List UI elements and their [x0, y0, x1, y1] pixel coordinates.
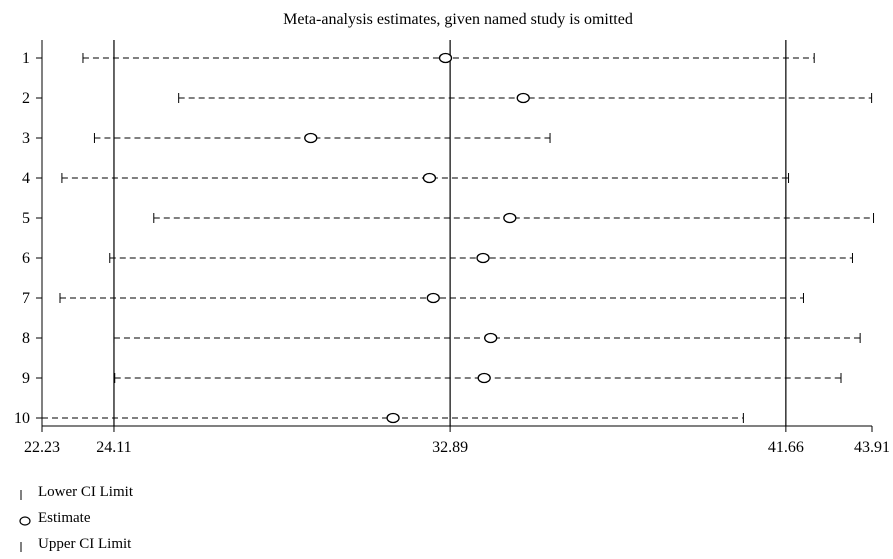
- estimate-marker: [476, 252, 490, 264]
- legend-label-estimate: Estimate: [38, 510, 91, 526]
- lower-ci-tick-icon: [20, 490, 22, 500]
- study-label: 1: [22, 50, 30, 67]
- study-label: 6: [22, 250, 30, 267]
- study-label: 2: [22, 90, 30, 107]
- estimate-marker: [426, 292, 440, 304]
- estimate-marker: [304, 132, 318, 144]
- estimate-marker: [477, 372, 491, 384]
- study-label: 3: [22, 130, 30, 147]
- estimate-marker: [422, 172, 437, 184]
- estimate-marker: [484, 332, 498, 344]
- study-label: 4: [22, 170, 30, 187]
- upper-ci-tick-icon: [20, 542, 22, 552]
- estimate-marker: [438, 52, 453, 64]
- study-label: 10: [14, 410, 30, 427]
- x-tick-label: 43.91: [854, 439, 890, 456]
- study-label: 8: [22, 330, 30, 347]
- x-tick-label: 22.23: [24, 439, 60, 456]
- estimate-circle-icon: [19, 516, 31, 526]
- study-label: 5: [22, 210, 30, 227]
- legend-label-upper: Upper CI Limit: [38, 536, 132, 552]
- legend-label-lower: Lower CI Limit: [38, 484, 133, 500]
- chart-title: Meta-analysis estimates, given named stu…: [283, 11, 633, 28]
- x-tick-label: 24.11: [96, 439, 131, 456]
- study-label: 7: [22, 290, 30, 307]
- estimate-marker: [503, 212, 517, 224]
- estimate-marker: [516, 92, 530, 104]
- x-tick-label: 32.89: [432, 439, 468, 456]
- x-tick-label: 41.66: [768, 439, 804, 456]
- estimate-marker: [386, 412, 400, 424]
- study-label: 9: [22, 370, 30, 387]
